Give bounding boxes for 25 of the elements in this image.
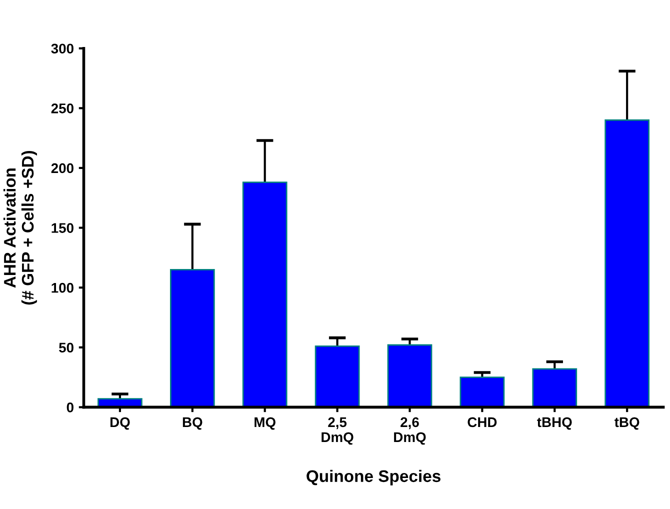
- x-tick-label: 2,6 DmQ: [394, 417, 426, 445]
- y-tick-label: 200: [51, 163, 74, 174]
- bar: [242, 182, 288, 408]
- y-tick-label: 100: [52, 282, 74, 293]
- y-tick-label: 300: [51, 44, 74, 54]
- y-tick-label: 150: [52, 223, 74, 233]
- y-axis-title: AHR Activation (# GFP + Cells +SD): [3, 150, 37, 305]
- x-tick-label: 2,5 DmQ: [322, 417, 354, 445]
- bar: [387, 344, 432, 408]
- y-tick-label: 0: [66, 402, 74, 412]
- x-tick-label: tBHQ: [537, 417, 572, 430]
- x-tick-label: MQ: [254, 417, 276, 430]
- x-tick-label: CHD: [468, 417, 497, 428]
- x-tick-label: tBQ: [614, 417, 640, 430]
- bar: [170, 268, 215, 408]
- bar: [460, 376, 505, 408]
- x-axis-title: Quinone Species: [306, 470, 440, 486]
- y-tick-label: 50: [59, 342, 74, 353]
- x-tick-label: DQ: [110, 417, 130, 430]
- bar: [604, 119, 650, 408]
- bar: [98, 398, 142, 408]
- y-tick-label: 250: [51, 103, 74, 114]
- x-tick-label: BQ: [182, 417, 202, 430]
- bar: [314, 346, 360, 408]
- bar: [532, 368, 578, 408]
